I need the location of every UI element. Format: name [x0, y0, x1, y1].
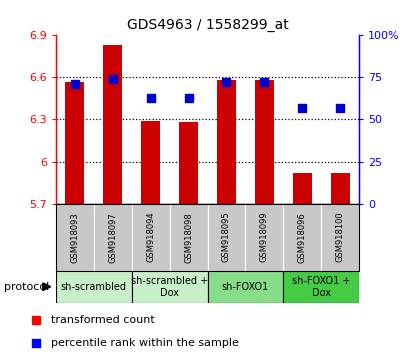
Bar — [283, 271, 359, 303]
Text: GSM918098: GSM918098 — [184, 212, 193, 263]
Text: transformed count: transformed count — [51, 315, 154, 325]
Text: GSM918097: GSM918097 — [108, 212, 117, 263]
Text: GSM918093: GSM918093 — [71, 212, 79, 263]
Point — [110, 76, 116, 82]
Bar — [255, 80, 274, 204]
Point — [299, 105, 305, 110]
Bar — [66, 82, 84, 204]
Point — [147, 95, 154, 101]
Text: GSM918100: GSM918100 — [336, 212, 344, 263]
Text: GSM918099: GSM918099 — [260, 212, 269, 263]
Bar — [245, 204, 283, 271]
Bar — [208, 271, 283, 303]
Bar — [56, 271, 132, 303]
Point — [223, 80, 230, 85]
Bar — [331, 173, 349, 204]
Text: GSM918095: GSM918095 — [222, 212, 231, 263]
Point — [32, 317, 39, 323]
Bar — [283, 204, 321, 271]
Text: sh-FOXO1 +
Dox: sh-FOXO1 + Dox — [292, 276, 350, 298]
Point — [32, 340, 39, 346]
Text: percentile rank within the sample: percentile rank within the sample — [51, 338, 239, 348]
Text: protocol: protocol — [4, 282, 49, 292]
Title: GDS4963 / 1558299_at: GDS4963 / 1558299_at — [127, 18, 288, 32]
Text: sh-scrambled: sh-scrambled — [61, 282, 127, 292]
Bar — [103, 45, 122, 204]
Bar — [170, 204, 208, 271]
Bar — [56, 204, 94, 271]
Text: GSM918094: GSM918094 — [146, 212, 155, 263]
Bar — [321, 204, 359, 271]
Bar — [293, 173, 312, 204]
Point — [72, 81, 78, 87]
Bar — [217, 80, 236, 204]
Bar — [179, 122, 198, 204]
Point — [337, 105, 343, 110]
Bar — [94, 204, 132, 271]
Text: GSM918096: GSM918096 — [298, 212, 307, 263]
Point — [185, 95, 192, 101]
Bar — [132, 271, 208, 303]
Text: sh-FOXO1: sh-FOXO1 — [222, 282, 269, 292]
Bar — [208, 204, 245, 271]
Bar — [132, 204, 170, 271]
Bar — [141, 121, 160, 204]
Text: sh-scrambled +
Dox: sh-scrambled + Dox — [131, 276, 208, 298]
Point — [261, 80, 268, 85]
